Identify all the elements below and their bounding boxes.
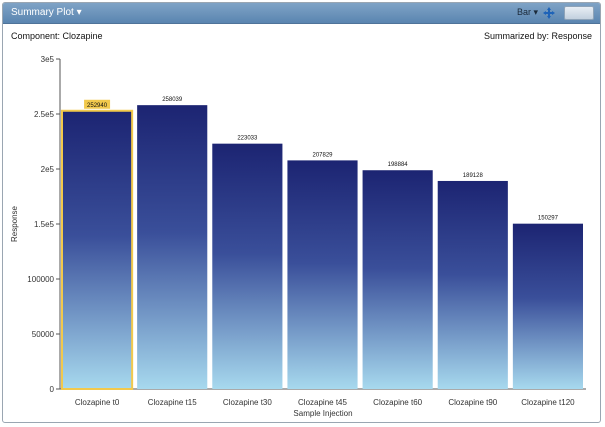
y-tick-label: 3e5 <box>41 55 55 64</box>
bar-label-highlight <box>84 99 111 109</box>
bar[interactable] <box>287 160 358 389</box>
bar[interactable] <box>61 109 134 391</box>
bar[interactable] <box>512 223 583 389</box>
summary-plot-menu[interactable]: Summary Plot ▾ <box>11 7 82 18</box>
bar[interactable] <box>362 170 433 389</box>
move-arrows-icon[interactable] <box>542 6 556 20</box>
bar[interactable] <box>437 180 508 389</box>
bar-value-label: 223033 <box>237 136 258 142</box>
bar-chart: 0 50000 100000 1.5e5 2e5 2.5e5 3e5 252940 25803… <box>10 55 586 418</box>
y-tick-label: 2.5e5 <box>34 110 55 119</box>
y-tick-label: 1.5e5 <box>34 220 55 229</box>
x-tick-label: Clozapine t30 <box>223 398 272 407</box>
x-tick-label: Clozapine t45 <box>298 398 347 407</box>
y-tick-label: 100000 <box>27 275 54 284</box>
bar-value-label: 207829 <box>312 152 333 158</box>
bar[interactable] <box>212 143 283 389</box>
x-axis-title: Sample Injection <box>293 409 352 418</box>
bar-value-label: 150297 <box>538 216 559 222</box>
x-tick-label: Clozapine t0 <box>75 398 120 407</box>
y-tick-label: 50000 <box>32 330 55 339</box>
summary-plot-panel: Summary Plot ▾ Bar ▾ Component: Clozapin… <box>2 2 601 423</box>
x-tick-label: Clozapine t90 <box>448 398 497 407</box>
bar-value-label: 189128 <box>463 173 484 179</box>
component-label: Component: Clozapine <box>11 31 103 41</box>
bar[interactable] <box>137 105 208 389</box>
bar-value-label: 252940 <box>87 103 108 109</box>
bar-value-label: 198884 <box>388 162 409 168</box>
window-control-icon[interactable] <box>564 6 594 20</box>
x-tick-label: Clozapine t60 <box>373 398 422 407</box>
y-tick-label: 2e5 <box>41 165 55 174</box>
panel-titlebar: Summary Plot ▾ Bar ▾ <box>3 3 600 24</box>
summarized-by-label: Summarized by: Response <box>483 31 592 41</box>
x-tick-label: Clozapine t15 <box>148 398 197 407</box>
y-tick-label: 0 <box>50 385 55 394</box>
bar-value-label: 258039 <box>162 97 183 103</box>
y-axis-title: Response <box>10 205 19 242</box>
chart-type-dropdown[interactable]: Bar ▾ <box>516 7 538 17</box>
x-tick-label: Clozapine t120 <box>521 398 575 407</box>
